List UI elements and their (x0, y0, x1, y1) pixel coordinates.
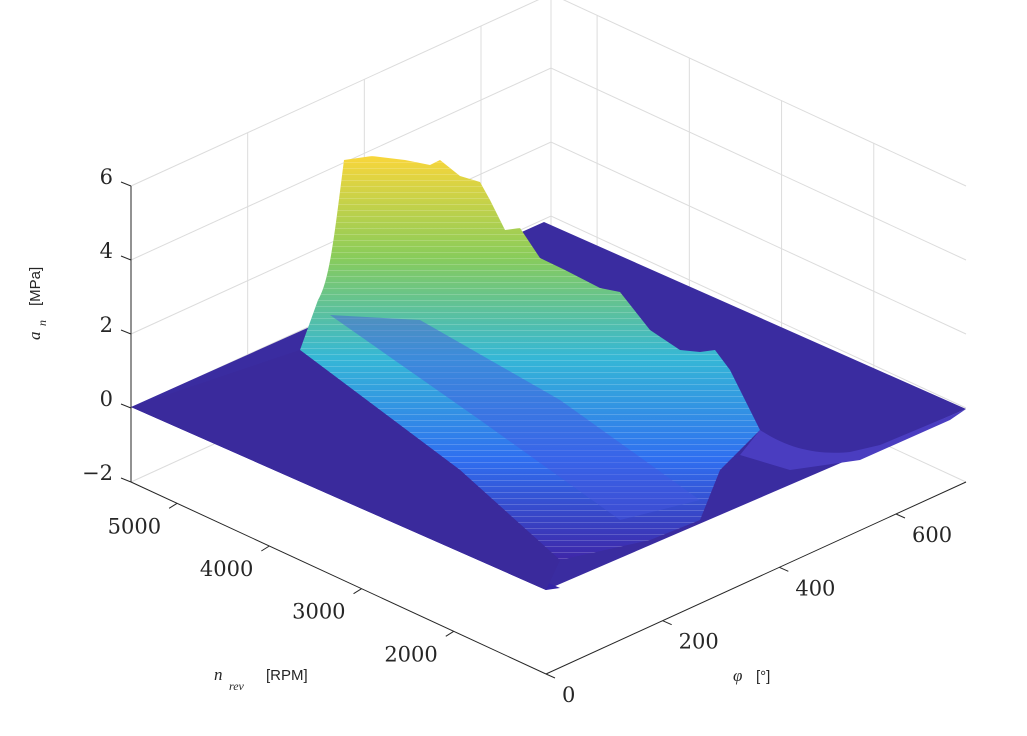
y-tick-label: 5000 (108, 514, 161, 538)
x-tick (779, 566, 789, 572)
z-tick-label: 4 (100, 239, 113, 263)
svg-text:n: n (214, 665, 223, 684)
z-tick-label: 6 (100, 165, 113, 189)
svg-text:a: a (25, 332, 44, 341)
surface-front-shade (131, 350, 560, 590)
z-tick-label: −2 (82, 461, 113, 485)
svg-text:[°]: [°] (756, 668, 770, 685)
tick-labels: −2 0 2 4 6 2000 3000 4000 5000 0 200 400 600 (82, 165, 952, 707)
x-tick (545, 673, 556, 679)
y-axis-line (130, 481, 547, 675)
x-axis-label: φ [°] (733, 666, 770, 685)
y-tick (261, 545, 270, 552)
y-tick-label: 3000 (292, 600, 345, 624)
axes (120, 181, 967, 679)
y-tick-label: 4000 (200, 557, 253, 581)
svg-text:φ: φ (733, 666, 742, 685)
svg-text:rev: rev (229, 679, 245, 693)
z-tick (120, 403, 132, 409)
x-tick-label: 600 (912, 523, 952, 547)
surface-plot (131, 156, 966, 590)
x-tick (895, 513, 906, 519)
svg-text:[MPa]: [MPa] (27, 267, 44, 306)
z-axis-label: a n [MPa] (25, 267, 49, 340)
x-tick (662, 620, 672, 626)
z-tick (120, 181, 132, 187)
y-axis-label: n rev [RPM] (214, 665, 308, 693)
surface-glow (330, 315, 700, 520)
y-tick (168, 502, 178, 509)
y-tick-label: 2000 (384, 642, 437, 666)
y-tick (353, 588, 362, 595)
y-tick (445, 630, 455, 637)
svg-text:[RPM]: [RPM] (266, 667, 308, 684)
z-tick-label: 0 (100, 387, 113, 411)
z-tick-label: 2 (100, 313, 113, 337)
x-tick-label: 400 (795, 576, 835, 600)
z-tick (120, 477, 132, 483)
surface-valley (740, 409, 966, 470)
z-tick (120, 329, 132, 335)
x-tick-label: 0 (562, 683, 575, 707)
z-tick (120, 255, 132, 261)
grid-line-z (130, 0, 967, 187)
x-tick-label: 200 (679, 630, 719, 654)
surface-ridge-mesh (300, 156, 760, 560)
svg-text:n: n (35, 320, 49, 326)
